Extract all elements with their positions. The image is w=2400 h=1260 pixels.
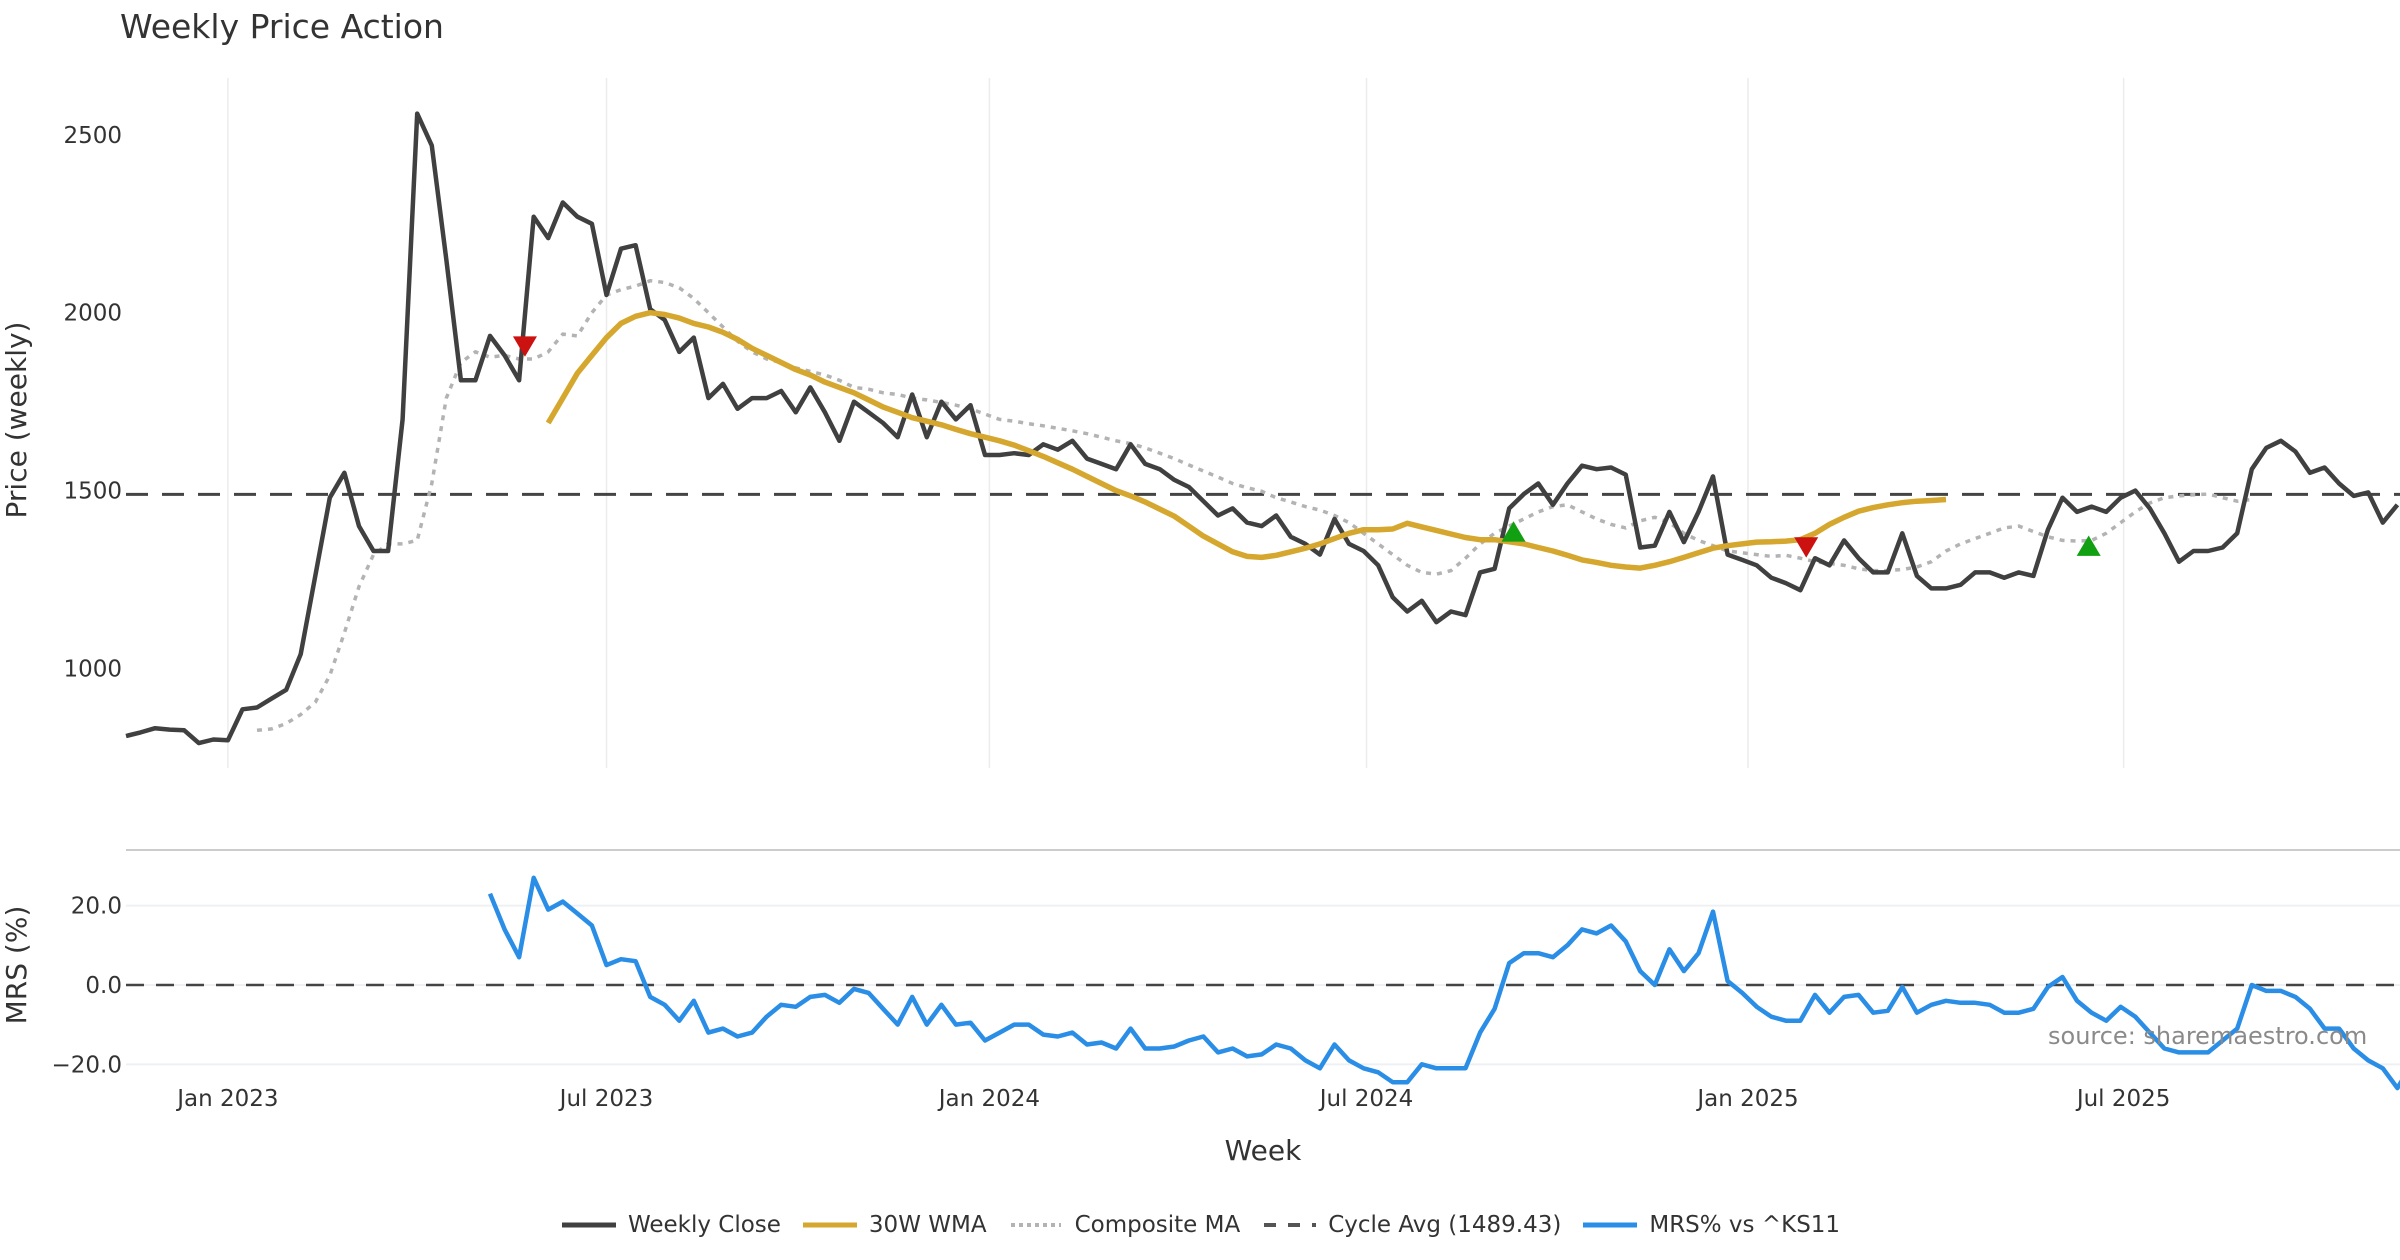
mrs-line — [487, 875, 2400, 1091]
x-tick-label: Jan 2024 — [937, 1086, 1040, 1112]
x-axis-label: Week — [1225, 1134, 1302, 1167]
composite-ma-line — [256, 278, 2253, 733]
price-gridlines — [227, 78, 2125, 768]
mrs-y-tick-label: 20.0 — [71, 894, 122, 920]
buy-signal-marker — [1501, 521, 1526, 542]
price-panel: 1000 1500 2000 2500 Price (weekly) — [0, 78, 2400, 768]
x-tick-label: Jul 2025 — [2075, 1086, 2171, 1112]
mrs-gridlines — [126, 904, 2400, 1066]
price-y-axis-label: Price (weekly) — [0, 322, 33, 519]
legend-label: Composite MA — [1074, 1212, 1241, 1238]
price-y-tick-label: 1500 — [63, 479, 122, 505]
legend-item-mrs[interactable]: MRS% vs ^KS11 — [1581, 1212, 1840, 1238]
legend-label: 30W WMA — [868, 1212, 987, 1238]
price-y-tick-label: 2000 — [63, 301, 122, 327]
mrs-swatch-icon — [1583, 1222, 1638, 1228]
legend-item-cycle-avg[interactable]: Cycle Avg (1489.43) — [1260, 1212, 1561, 1238]
mrs-y-axis-label: MRS (%) — [0, 906, 33, 1025]
signal-markers — [512, 336, 2101, 558]
wma-swatch-icon — [802, 1222, 857, 1228]
weekly-close-swatch-icon — [561, 1222, 616, 1228]
price-y-tick-label: 1000 — [63, 656, 122, 682]
chart-title: Weekly Price Action — [120, 7, 444, 46]
composite-ma-swatch-icon — [1010, 1223, 1061, 1227]
legend-item-composite-ma[interactable]: Composite MA — [1007, 1212, 1241, 1238]
x-tick-label: Jul 2024 — [1318, 1086, 1414, 1112]
price-y-tick-label: 2500 — [63, 123, 122, 149]
x-axis-ticks: Jan 2023 Jul 2023 Jan 2024 Jul 2024 Jan 2025… — [175, 1086, 2170, 1112]
mrs-series — [487, 875, 2400, 1091]
x-tick-label: Jan 2023 — [175, 1086, 278, 1112]
wma-line — [545, 309, 1947, 571]
buy-signal-marker — [2076, 535, 2101, 556]
cycle-avg-swatch-icon — [1264, 1223, 1317, 1227]
mrs-y-ticks: 20.0 0.0 −20.0 — [52, 894, 122, 1079]
chart-canvas: Weekly Price Action 1000 1500 2000 2500 Pri… — [0, 7, 2400, 1167]
legend-label: Weekly Close — [627, 1212, 781, 1238]
price-series — [125, 111, 2400, 746]
legend-label: Cycle Avg (1489.43) — [1328, 1212, 1562, 1238]
legend-label: MRS% vs ^KS11 — [1649, 1212, 1841, 1238]
legend-item-weekly-close[interactable]: Weekly Close — [560, 1212, 781, 1238]
source-annotation: source: sharemaestro.com — [2048, 1022, 2367, 1050]
sell-signal-marker — [1794, 537, 1819, 558]
legend-item-30w-wma[interactable]: 30W WMA — [801, 1212, 987, 1238]
price-y-ticks: 1000 1500 2000 2500 — [63, 123, 122, 683]
mrs-panel: 20.0 0.0 −20.0 MRS (%) source: sharemaestr… — [0, 875, 2400, 1091]
mrs-y-tick-label: −20.0 — [52, 1052, 122, 1078]
x-tick-label: Jan 2025 — [1695, 1086, 1798, 1112]
weekly-close-line — [125, 111, 2400, 746]
legend: Weekly Close 30W WMA Composite MA Cycle … — [0, 1212, 2400, 1238]
sell-signal-marker — [512, 336, 537, 357]
mrs-y-tick-label: 0.0 — [85, 973, 122, 999]
x-tick-label: Jul 2023 — [558, 1086, 654, 1112]
